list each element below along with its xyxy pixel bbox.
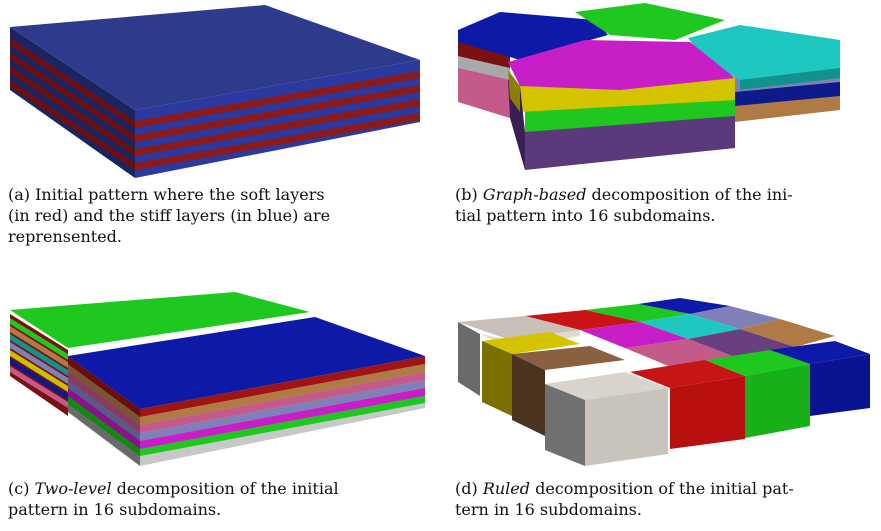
two-level-left-stack	[10, 314, 68, 416]
magenta-subdomain-top	[508, 40, 735, 90]
caption-d: (d) Ruled decomposition of the initial p…	[455, 479, 794, 519]
figure-a-render	[0, 0, 440, 180]
figure-c-render	[0, 284, 440, 474]
figure-b-render	[440, 0, 881, 180]
caption-a: (a) Initial pattern where the soft layer…	[8, 185, 331, 246]
two-level-front-stack	[68, 356, 425, 466]
layered-slab-front-side	[135, 60, 420, 178]
layered-slab-top	[10, 5, 420, 110]
caption-c: (c) Two-level decomposition of the initi…	[8, 479, 339, 519]
figure-d-render	[440, 284, 881, 474]
layered-slab-left-side	[10, 27, 135, 178]
caption-b: (b) Graph-based decomposition of the ini…	[455, 185, 793, 225]
two-level-blue-top	[68, 317, 425, 409]
